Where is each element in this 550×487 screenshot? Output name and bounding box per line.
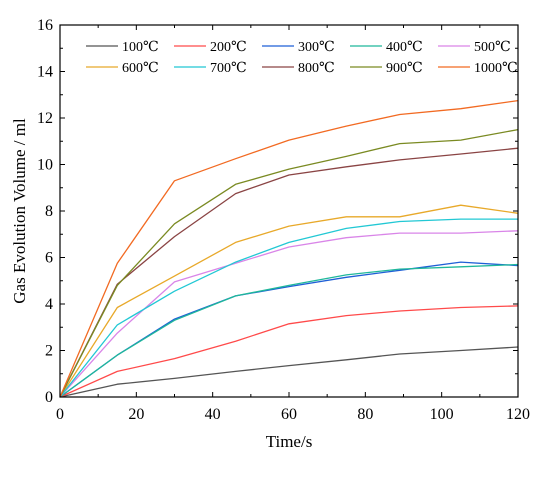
series-line-5 — [59, 204, 519, 398]
series-line-7 — [59, 147, 519, 398]
legend-label: 200℃ — [210, 40, 247, 55]
y-tick-label: 10 — [37, 157, 53, 174]
legend-label: 1000℃ — [474, 61, 518, 76]
legend-label: 300℃ — [298, 40, 335, 55]
plot-frame — [59, 24, 519, 398]
y-tick-label: 2 — [45, 343, 53, 360]
x-tick-label: 0 — [56, 406, 64, 423]
series-line-6 — [59, 218, 518, 398]
y-tick-label: 14 — [37, 64, 53, 81]
legend: 100℃ 200℃ 300℃ 400℃ 500℃ 600℃ 700℃ 800℃ 900℃ 1000… — [86, 40, 518, 76]
series-line-3 — [59, 263, 519, 398]
legend-item: 500℃ — [438, 40, 511, 55]
x-tick-label: 60 — [281, 406, 297, 423]
legend-item: 200℃ — [174, 40, 247, 55]
legend-item: 300℃ — [262, 40, 335, 55]
series-line-1 — [59, 305, 519, 398]
legend-item: 900℃ — [350, 61, 423, 76]
x-axis-label: Time/s — [266, 432, 313, 451]
x-tick-label: 100 — [430, 406, 454, 423]
legend-label: 900℃ — [386, 61, 423, 76]
legend-label: 600℃ — [122, 61, 159, 76]
legend-item: 1000℃ — [438, 61, 518, 76]
y-tick-label: 0 — [45, 389, 53, 406]
y-tick-label: 6 — [45, 250, 53, 267]
legend-item: 600℃ — [86, 61, 159, 76]
y-tick-label: 8 — [45, 203, 53, 220]
legend-label: 100℃ — [122, 40, 159, 55]
legend-label: 500℃ — [474, 40, 511, 55]
x-tick-label: 40 — [205, 406, 221, 423]
legend-item: 100℃ — [86, 40, 159, 55]
y-axis-label: Gas Evolution Volume / ml — [10, 118, 29, 304]
y-tick-label: 4 — [45, 296, 53, 313]
legend-label: 400℃ — [386, 40, 423, 55]
x-tick-label: 20 — [128, 406, 144, 423]
x-tick-label: 120 — [506, 406, 530, 423]
legend-label: 800℃ — [298, 61, 335, 76]
y-tick-label: 12 — [37, 110, 53, 127]
series-line-2 — [59, 261, 519, 398]
series-line-4 — [59, 230, 519, 398]
legend-label: 700℃ — [210, 61, 247, 76]
legend-item: 400℃ — [350, 40, 423, 55]
series-line-9 — [59, 99, 519, 398]
ticks: 0 20 40 60 80 100 120 0 2 4 6 8 10 12 14 16 — [37, 17, 530, 423]
legend-item: 700℃ — [174, 61, 247, 76]
y-tick-label: 16 — [37, 17, 53, 34]
series-line-8 — [59, 128, 519, 398]
series-line-0 — [59, 346, 519, 398]
x-tick-label: 80 — [357, 406, 373, 423]
legend-item: 800℃ — [262, 61, 335, 76]
series-layer — [59, 99, 519, 398]
axes — [59, 24, 519, 398]
